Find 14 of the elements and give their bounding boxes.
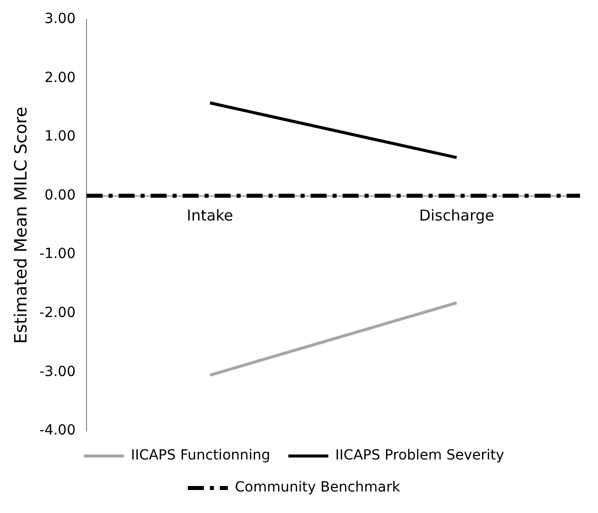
y-tick-label: 3.00 <box>44 11 76 28</box>
y-tick-label: 0.00 <box>44 187 76 204</box>
x-tick-label: Discharge <box>419 206 494 225</box>
y-tick-label: -4.00 <box>39 422 76 439</box>
y-tick-label: 1.00 <box>44 128 76 145</box>
y-tick-label: -3.00 <box>39 364 76 380</box>
legend-label: Community Benchmark <box>234 480 401 496</box>
y-axis-title: Estimated Mean MILC Score <box>12 106 32 344</box>
x-tick-label: Intake <box>186 206 234 225</box>
legend-label: IICAPS Functionning <box>130 448 270 464</box>
y-tick-label: -2.00 <box>39 305 76 322</box>
y-tick-label: -1.00 <box>39 246 76 262</box>
legend-label: IICAPS Problem Severity <box>335 448 504 464</box>
y-tick-label: 2.00 <box>44 70 76 86</box>
